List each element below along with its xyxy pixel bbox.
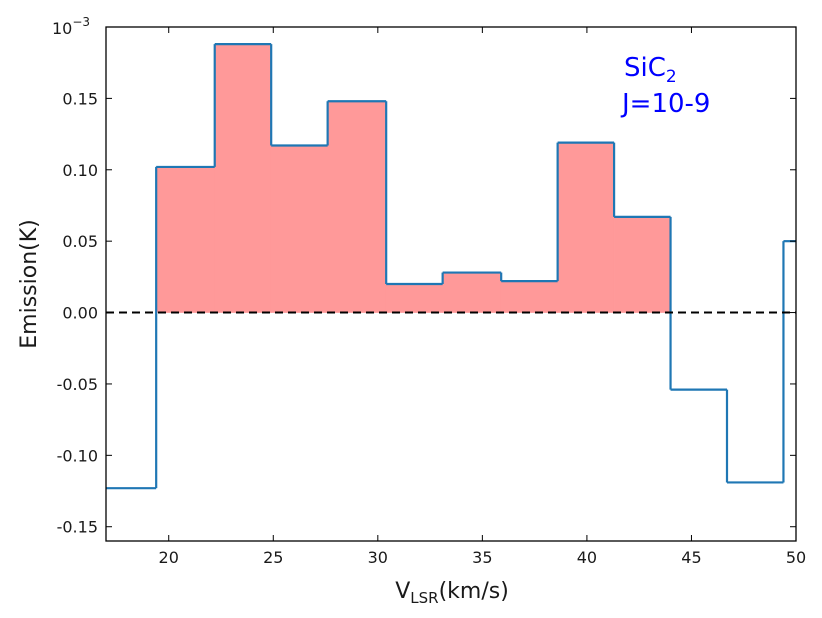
molecule-label: SiC2 xyxy=(624,53,677,87)
fill-bin-9 xyxy=(613,216,671,313)
fill-bin-5 xyxy=(385,283,443,313)
emission-fill-layer xyxy=(155,43,671,313)
transition-label: J=10-9 xyxy=(620,89,710,119)
y-tick-label-1: -0.10 xyxy=(57,446,98,465)
x-axis-label: VLSR(km/s) xyxy=(395,579,509,607)
fill-bin-6 xyxy=(442,272,502,313)
fill-bin-2 xyxy=(214,43,272,313)
y-tick-label-4: 0.05 xyxy=(62,232,98,251)
tick-layer: 20 25 30 35 40 45 50 -0.15 -0.10 -0.05 0.00 0.05 0.1… xyxy=(57,27,806,567)
x-axis-label-main: V xyxy=(395,579,410,604)
fill-bin-3 xyxy=(270,145,328,313)
x-tick-label-6: 50 xyxy=(786,548,806,567)
molecule-label-subscript: 2 xyxy=(666,67,677,87)
x-tick-label-3: 35 xyxy=(472,548,492,567)
x-tick-label-1: 25 xyxy=(263,548,283,567)
x-axis-label-subscript: LSR xyxy=(410,589,438,607)
spectrum-step-layer xyxy=(106,43,796,490)
y-axis-label: Emission(K) xyxy=(17,219,42,348)
x-tick-label-2: 30 xyxy=(368,548,388,567)
fill-bin-8 xyxy=(557,142,615,313)
x-axis-label-unit: (km/s) xyxy=(439,579,509,604)
y-tick-label-3: 0.00 xyxy=(62,304,98,323)
y-tick-label-6: 0.15 xyxy=(62,89,98,108)
y-tick-label-5: 0.10 xyxy=(62,161,98,180)
y-offset-label: 10−3 xyxy=(52,15,90,38)
plot-frame xyxy=(105,26,797,542)
molecule-label-main: SiC xyxy=(624,53,666,83)
x-tick-label-0: 20 xyxy=(159,548,179,567)
fill-bin-1 xyxy=(155,166,215,313)
fill-bin-4 xyxy=(327,100,387,313)
y-tick-label-2: -0.05 xyxy=(57,375,98,394)
y-offset-exponent: −3 xyxy=(72,15,90,29)
y-offset-base: 10 xyxy=(52,19,72,38)
x-tick-label-5: 45 xyxy=(681,548,701,567)
y-tick-label-0: -0.15 xyxy=(57,518,98,537)
fill-bin-7 xyxy=(500,280,558,313)
x-tick-label-4: 40 xyxy=(577,548,597,567)
